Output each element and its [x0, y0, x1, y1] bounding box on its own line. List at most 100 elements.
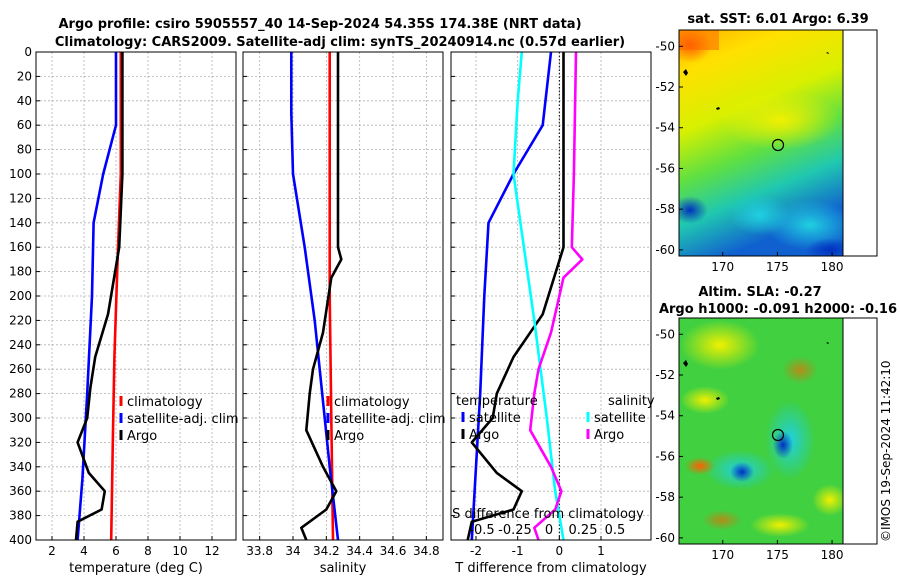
- y-tick-label: 140: [9, 216, 32, 230]
- map-x-tick-label: 175: [766, 260, 789, 274]
- y-tick-label: 0: [24, 45, 32, 59]
- x-axis-label: salinity: [320, 561, 367, 576]
- legend-label: climatology: [127, 395, 203, 410]
- y-tick-label: 260: [9, 362, 32, 376]
- difference-panel: -2 -1 0 1 T difference from climatology tempe…: [450, 51, 655, 576]
- legend-label: Argo: [127, 429, 157, 444]
- map-x-tick-label: 170: [711, 548, 734, 562]
- x-tick-label: -1: [512, 544, 524, 558]
- series-line: [109, 52, 123, 541]
- sla-map: 170 175 180 -50 -52 -54 -56 -58 -60: [655, 317, 878, 562]
- series-line: [466, 52, 565, 541]
- secondary-x-tick-label: -0.25: [498, 523, 532, 538]
- series-line: [76, 52, 118, 541]
- imos-watermark: ©IMOS 19-Sep-2024 11:42:10: [879, 360, 893, 542]
- sla-map-title-line1: Altim. SLA: -0.27: [698, 285, 821, 300]
- y-tick-label: 80: [17, 143, 32, 157]
- map-y-tick-label: -50: [655, 327, 675, 341]
- x-tick-label: 1: [597, 544, 605, 558]
- secondary-x-tick-label: 0: [545, 523, 553, 538]
- legend-label: Argo: [469, 428, 499, 443]
- legend-title-temperature: temperature: [456, 394, 538, 409]
- legend-label: Argo: [334, 429, 364, 444]
- y-tick-label: 120: [9, 191, 32, 205]
- x-tick-label: 2: [48, 544, 56, 558]
- y-tick-label: 240: [9, 338, 32, 352]
- y-tick-label: 200: [9, 289, 32, 303]
- sla-map-field: [679, 318, 843, 544]
- x-tick-label: 10: [172, 544, 187, 558]
- y-tick-label: 180: [9, 265, 32, 279]
- map-y-tick-label: -54: [655, 409, 675, 423]
- temperature-panel: 2 4 6 8 10 1202040608010012014016018020022024…: [9, 45, 239, 576]
- x-tick-label: 0: [556, 544, 564, 558]
- map-y-tick-label: -52: [655, 80, 675, 94]
- map-y-tick-label: -60: [655, 243, 675, 257]
- map-x-tick-label: 175: [766, 548, 789, 562]
- map-y-tick-label: -58: [655, 202, 675, 216]
- map-y-tick-label: -58: [655, 490, 675, 504]
- x-axis-label: temperature (deg C): [69, 561, 203, 576]
- x-tick-label: -2: [470, 544, 482, 558]
- secondary-x-axis-label: S difference from climatology: [452, 507, 644, 522]
- sst-map-axes-box: [678, 29, 878, 257]
- sla-map-title-line2: Argo h1000: -0.091 h2000: -0.16: [659, 302, 897, 317]
- sst-map-title: sat. SST: 6.01 Argo: 6.39: [687, 12, 868, 27]
- sla-map-axes-box: [678, 317, 878, 545]
- sst-map-field: [679, 30, 843, 256]
- y-tick-label: 40: [17, 94, 32, 108]
- y-tick-label: 60: [17, 118, 32, 132]
- map-x-tick-label: 180: [821, 548, 844, 562]
- y-tick-label: 20: [17, 69, 32, 83]
- series-line: [470, 51, 553, 541]
- x-axis-label: T difference from climatology: [454, 561, 647, 576]
- x-tick-label: 4: [80, 544, 88, 558]
- map-y-tick-label: -50: [655, 39, 675, 53]
- map-y-tick-label: -56: [655, 449, 675, 463]
- y-tick-label: 300: [9, 411, 32, 425]
- secondary-x-tick-label: -0.5: [469, 523, 494, 538]
- y-tick-label: 380: [9, 509, 32, 523]
- y-tick-label: 400: [9, 533, 32, 547]
- sst-map: 170 175 180 -50 -52 -54 -56 -58 -60: [655, 29, 878, 274]
- secondary-x-tick-label: 0.5: [605, 523, 626, 538]
- y-tick-label: 280: [9, 387, 32, 401]
- map-x-tick-label: 170: [711, 260, 734, 274]
- map-y-tick-label: -52: [655, 368, 675, 382]
- y-tick-label: 160: [9, 240, 32, 254]
- x-tick-label: 34.4: [346, 544, 373, 558]
- map-y-tick-label: -60: [655, 531, 675, 545]
- y-tick-label: 320: [9, 435, 32, 449]
- main-title-line2: Climatology: CARS2009. Satellite-adj cli…: [55, 35, 625, 50]
- main-title-line1: Argo profile: csiro 5905557_40 14-Sep-20…: [58, 17, 581, 32]
- x-tick-label: 6: [112, 544, 120, 558]
- legend-label: satellite-adj. clim: [127, 412, 239, 427]
- y-tick-label: 360: [9, 484, 32, 498]
- x-tick-label: 12: [204, 544, 219, 558]
- x-tick-label: 34.6: [380, 544, 407, 558]
- series-line: [290, 52, 340, 541]
- sla-argo-marker: [771, 428, 785, 442]
- sst-argo-marker: [771, 138, 785, 152]
- x-tick-label: 34.2: [313, 544, 340, 558]
- series-line: [512, 51, 565, 541]
- map-y-tick-label: -56: [655, 161, 675, 175]
- map-x-tick-label: 180: [821, 260, 844, 274]
- legend-label: climatology: [334, 395, 410, 410]
- series-line: [74, 52, 124, 541]
- x-tick-label: 34: [285, 544, 300, 558]
- legend-label: satellite: [594, 411, 646, 426]
- y-tick-label: 340: [9, 460, 32, 474]
- y-tick-label: 100: [9, 167, 32, 181]
- legend-label: Argo: [594, 428, 624, 443]
- series-line: [300, 52, 343, 541]
- x-tick-label: 8: [144, 544, 152, 558]
- map-y-tick-label: -54: [655, 121, 675, 135]
- legend-label: satellite-adj. clim: [334, 412, 446, 427]
- salinity-panel: 33.8 34 34.2 34.4 34.6 34.8 salinity climatolog…: [242, 51, 446, 576]
- x-tick-label: 33.8: [246, 544, 273, 558]
- series-line: [528, 51, 584, 541]
- secondary-x-tick-label: 0.25: [569, 523, 598, 538]
- legend-label: satellite: [469, 411, 521, 426]
